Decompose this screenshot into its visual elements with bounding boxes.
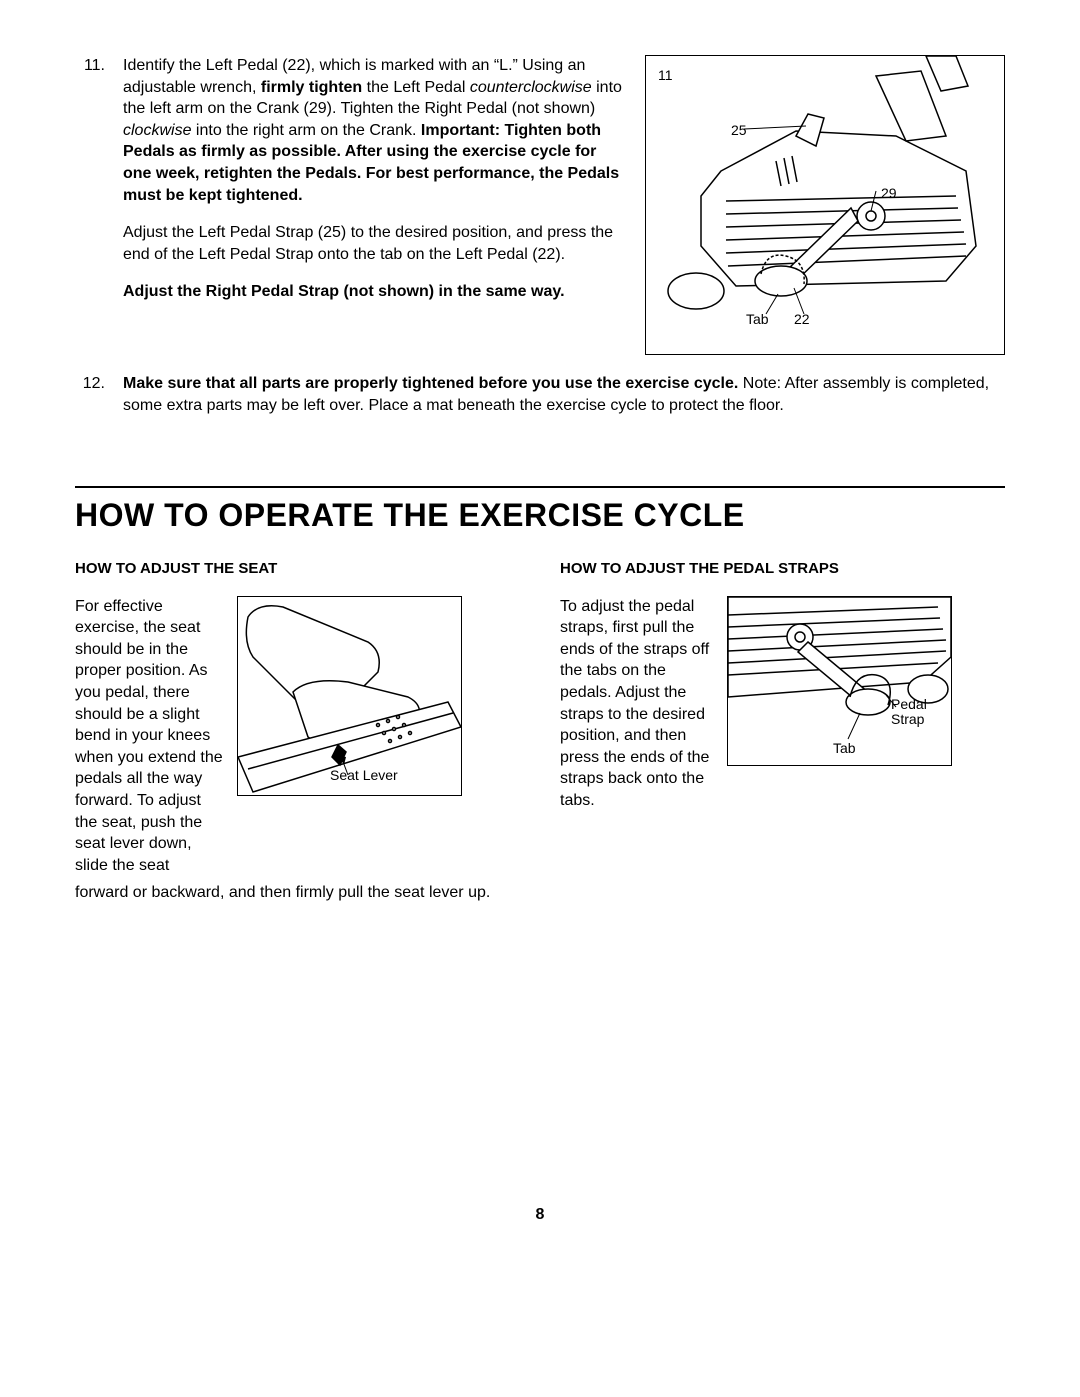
step11-paragraph-1: Identify the Left Pedal (22), which is m…	[123, 55, 627, 206]
seat-text-continuation: forward or backward, and then firmly pul…	[75, 882, 520, 904]
callout-label: 25	[731, 121, 747, 140]
strap-figure: Pedal Strap Tab	[727, 596, 952, 766]
seat-inner: For effective exercise, the seat should …	[75, 596, 520, 877]
step12-paragraph: Make sure that all parts are properly ti…	[123, 373, 1005, 416]
callout-label: Seat Lever	[330, 766, 398, 785]
seat-figure: Seat Lever	[237, 596, 462, 796]
page-number: 8	[75, 1204, 1005, 1226]
section-title: HOW TO OPERATE THE EXERCISE CYCLE	[75, 494, 1005, 537]
callout-label: Pedal Strap	[891, 697, 951, 728]
seat-adjustment-section: HOW TO ADJUST THE SEAT For effective exe…	[75, 559, 520, 904]
text-fragment: into the right arm on the Crank.	[191, 122, 420, 139]
callout-label: 22	[794, 310, 810, 329]
assembly-step-12: 12. Make sure that all parts are properl…	[75, 373, 1005, 416]
step-text: Identify the Left Pedal (22), which is m…	[123, 55, 627, 355]
callout-label: 11	[658, 66, 673, 85]
text-bold: firmly tighten	[261, 79, 362, 96]
strap-adjustment-section: HOW TO ADJUST THE PEDAL STRAPS To adjust…	[560, 559, 1005, 904]
seat-text-wrap: For effective exercise, the seat should …	[75, 596, 225, 877]
operation-columns: HOW TO ADJUST THE SEAT For effective exe…	[75, 559, 1005, 904]
callout-label: 29	[881, 184, 897, 203]
step-body: Identify the Left Pedal (22), which is m…	[123, 55, 1005, 355]
step11-paragraph-2: Adjust the Left Pedal Strap (25) to the …	[123, 222, 627, 265]
text-fragment: the Left Pedal	[362, 79, 470, 96]
callout-label: Tab	[746, 310, 769, 329]
step-number: 12.	[75, 373, 105, 416]
exercise-cycle-diagram-icon	[646, 56, 1004, 354]
step11-figure: 11 25 29 Tab 22	[645, 55, 1005, 355]
assembly-step-11: 11. Identify the Left Pedal (22), which …	[75, 55, 1005, 355]
callout-label: Tab	[833, 739, 856, 758]
section-divider	[75, 486, 1005, 488]
text-bold: Make sure that all parts are properly ti…	[123, 375, 738, 392]
step11-paragraph-3: Adjust the Right Pedal Strap (not shown)…	[123, 281, 627, 303]
subsection-heading: HOW TO ADJUST THE PEDAL STRAPS	[560, 559, 1005, 579]
subsection-heading: HOW TO ADJUST THE SEAT	[75, 559, 520, 579]
text-italic: clockwise	[123, 122, 191, 139]
step-number: 11.	[75, 55, 105, 355]
strap-inner: To adjust the pedal straps, first pull t…	[560, 596, 1005, 812]
text-italic: counterclockwise	[470, 79, 592, 96]
step-body: Make sure that all parts are properly ti…	[123, 373, 1005, 416]
strap-text: To adjust the pedal straps, first pull t…	[560, 596, 715, 812]
